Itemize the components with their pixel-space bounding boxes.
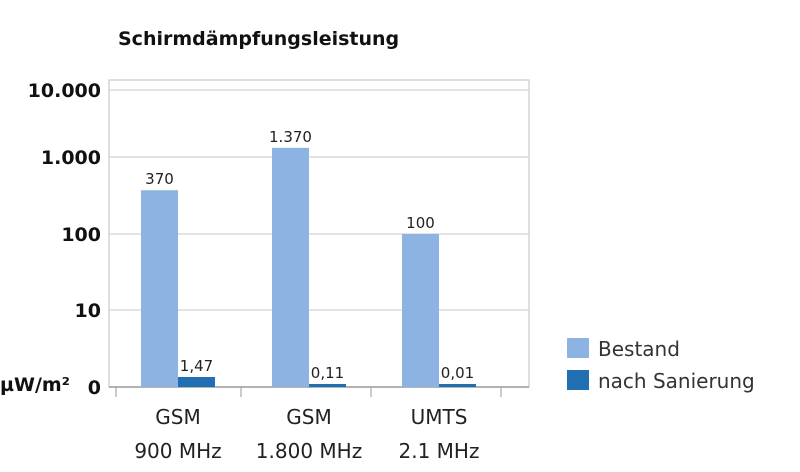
y-tick-label: 1.000	[41, 147, 101, 169]
y-tick-label: 100	[61, 224, 101, 246]
x-tick-label: 2.1 MHz	[399, 439, 480, 463]
legend-swatch	[567, 370, 589, 390]
legend: Bestand nach Sanierung	[567, 337, 755, 393]
data-label: 100	[406, 214, 435, 232]
data-label: 1.370	[269, 128, 312, 146]
legend-label: Bestand	[598, 337, 680, 361]
bar-bestand	[272, 147, 309, 387]
y-tick-label: 0	[88, 377, 101, 399]
data-label: 1,47	[180, 357, 213, 375]
y-axis-unit-label: µW/m²	[0, 374, 70, 396]
bars	[141, 147, 476, 387]
x-axis: GSM 900 MHz GSM 1.800 MHz UMTS 2.1 MHz	[115, 387, 502, 463]
x-tick-label: 1.800 MHz	[256, 439, 362, 463]
data-label: 370	[145, 170, 174, 188]
bar-bestand	[141, 190, 178, 387]
legend-label: nach Sanierung	[598, 369, 755, 393]
x-tick-label: GSM	[155, 405, 200, 429]
legend-swatch	[567, 338, 589, 358]
y-axis-ticks: 0 10 100 1.000 10.000	[28, 80, 101, 399]
chart-title: Schirmdämpfungsleistung	[118, 28, 399, 50]
bar-bestand	[402, 234, 439, 387]
bar-nach-sanierung	[178, 377, 215, 387]
x-tick-label: GSM	[286, 405, 331, 429]
y-tick-label: 10	[75, 300, 101, 322]
y-tick-label: 10.000	[28, 80, 101, 102]
x-tick-label: 900 MHz	[134, 439, 221, 463]
data-label: 0,11	[311, 364, 344, 382]
data-label: 0,01	[441, 364, 474, 382]
bar-nach-sanierung	[309, 384, 346, 387]
bar-nach-sanierung	[439, 384, 476, 387]
x-tick-label: UMTS	[411, 405, 468, 429]
data-labels: 370 1,47 1.370 0,11 100 0,01	[145, 128, 474, 382]
